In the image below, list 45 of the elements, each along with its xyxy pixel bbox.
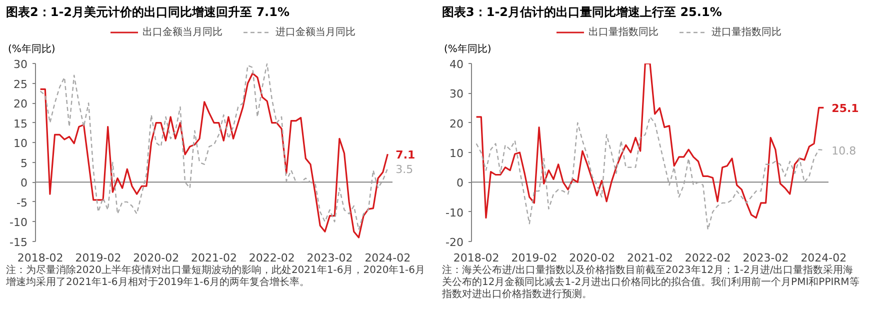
y-tick-label: 30 <box>14 58 28 72</box>
x-tick-label: 2024-02 <box>800 252 847 265</box>
y-tick-label: -20 <box>446 236 464 250</box>
y-tick-label: 0 <box>20 177 28 190</box>
x-tick-label: 2021-02 <box>191 252 237 265</box>
y-tick-label: -5 <box>16 196 28 210</box>
x-tick-label: 2018-02 <box>17 252 64 265</box>
x-tick-label: 2020-02 <box>133 252 180 265</box>
y-axis-title: (%年同比) <box>444 43 492 58</box>
y-tick-label: -10 <box>446 206 464 220</box>
text: 注：海关公布进/出口量指数以及价格指数目前截至2023年12月；1-2月进/出口量指数采用海关公布的12月金额同比减去1-2月进出口价格同比的拟合值。我们利用前一个月PMI和PPIRM等指数对进出口价格指数进行预测。 <box>442 265 860 302</box>
y-tick-label: 10 <box>450 147 464 160</box>
x-tick-label: 2023-02 <box>306 252 353 265</box>
y-tick-label: 40 <box>450 58 464 72</box>
y-tick-label: 25 <box>14 78 28 92</box>
y-tick-label: 20 <box>450 118 464 131</box>
y-tick-label: 0 <box>456 177 464 190</box>
x-tick-label: 2024-02 <box>364 252 411 265</box>
x-tick-label: 2018-02 <box>453 252 500 265</box>
chart-title: 图表3：1-2月估计的出口量同比增速上行至 25.1% <box>442 4 722 21</box>
y-tick-label: 30 <box>450 88 464 102</box>
x-tick-label: 2019-02 <box>75 252 122 265</box>
y-tick-label: 10 <box>14 138 28 151</box>
y-tick-label: 20 <box>14 98 28 111</box>
y-tick-label: -10 <box>10 216 28 230</box>
x-tick-label: 2022-02 <box>684 252 731 265</box>
text: 注：为尽量消除2020上半年疫情对出口量短期波动的影响，此处2021年1-6月，2020年1-6月增速均采用了2021年1-6月相对于2019年1-6月的两年复合增长率。 <box>6 265 426 290</box>
data-label: 3.5 <box>396 163 414 176</box>
y-tick-label: 5 <box>20 157 28 170</box>
data-label: 25.1 <box>832 102 859 116</box>
y-axis-title: (%年同比) <box>8 43 56 58</box>
x-tick-label: 2022-02 <box>248 252 295 265</box>
y-tick-label: -15 <box>10 236 28 250</box>
legend-label: 进口量指数同比 <box>712 26 782 40</box>
chart-title: 图表2：1-2月美元计价的出口同比增速回升至 7.1% <box>6 4 290 21</box>
data-label: 10.8 <box>832 145 856 158</box>
x-tick-label: 2021-02 <box>627 252 673 265</box>
x-tick-label: 2020-02 <box>569 252 616 265</box>
y-tick-label: 15 <box>14 118 28 131</box>
x-tick-label: 2023-02 <box>742 252 789 265</box>
x-tick-label: 2019-02 <box>511 252 558 265</box>
legend-label: 出口量指数同比 <box>588 26 658 40</box>
legend-label: 出口金额当月同比 <box>142 26 222 40</box>
legend-label: 进口金额当月同比 <box>276 26 356 40</box>
data-label: 7.1 <box>396 149 416 162</box>
